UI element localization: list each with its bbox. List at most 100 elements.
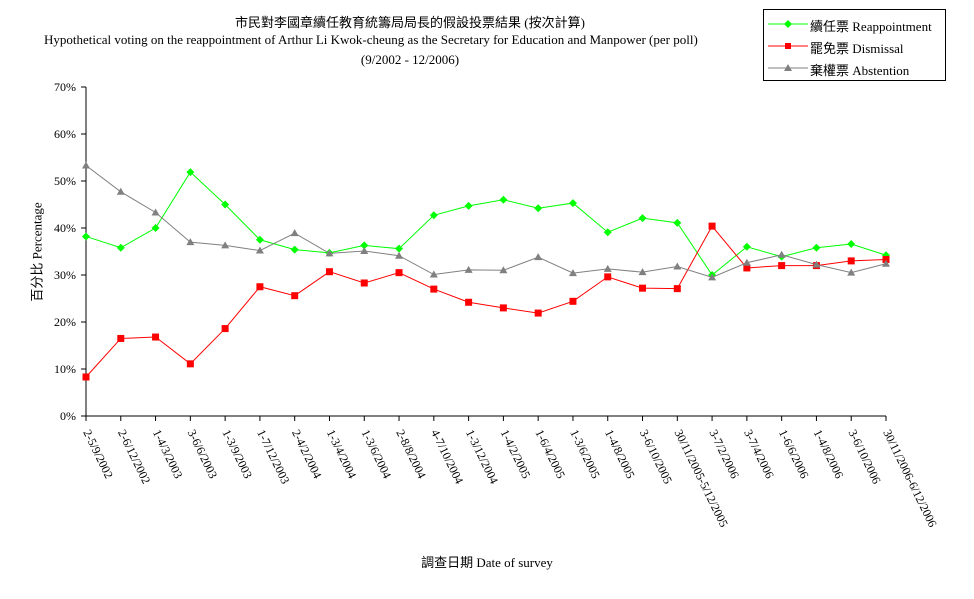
series-line-abstention [85, 165, 887, 278]
legend-label-abstention: 棄權票 Abstention [810, 63, 910, 78]
data-point-reappointment [464, 201, 473, 210]
legend-label-dismissal: 罷免票 Dismissal [810, 41, 904, 56]
legend-label-reappointment: 續任票 Reappointment [810, 19, 932, 34]
x-tick-label: 1-3/6/2005 [567, 427, 603, 480]
data-point-reappointment [360, 241, 369, 250]
chart-title-en: Hypothetical voting on the reappointment… [44, 32, 698, 47]
legend-swatch-reappointment [768, 20, 808, 28]
data-point-reappointment [429, 211, 438, 220]
data-point-reappointment [847, 239, 856, 248]
data-point-abstention [429, 270, 438, 278]
y-tick-label: 30% [54, 268, 76, 282]
legend-item-abstention: 棄權票 Abstention [764, 58, 947, 78]
y-tick-label: 20% [54, 315, 76, 329]
y-tick-label: 10% [54, 362, 76, 376]
x-tick-label: 1-3/12/2004 [463, 427, 501, 486]
data-point-abstention [325, 249, 334, 257]
data-point-reappointment [568, 199, 577, 208]
data-point-abstention [742, 258, 751, 266]
data-point-abstention [116, 187, 125, 195]
data-point-dismissal [639, 284, 647, 292]
data-point-reappointment [395, 244, 404, 253]
x-tick-label: 1-4/3/2003 [150, 427, 186, 480]
x-tick-label: 1-3/4/2004 [324, 427, 360, 480]
y-tick-label: 40% [54, 221, 76, 235]
data-point-dismissal [534, 309, 542, 317]
x-tick-label: 2-5/9/2002 [80, 427, 116, 480]
data-point-dismissal [117, 334, 125, 342]
data-point-dismissal [882, 255, 890, 263]
x-tick-label: 4-7/10/2004 [428, 427, 466, 486]
series-line-dismissal [85, 225, 887, 378]
data-point-abstention [638, 268, 647, 276]
data-point-dismissal [847, 257, 855, 265]
data-point-dismissal [604, 273, 612, 281]
data-point-dismissal [221, 325, 229, 333]
data-point-abstention [534, 253, 543, 261]
data-point-dismissal [325, 268, 333, 276]
data-point-reappointment [882, 251, 890, 260]
x-tick-label: 1-7/12/2003 [254, 427, 292, 486]
data-point-reappointment [742, 242, 751, 251]
x-tick-label: 1-4/2/2005 [498, 427, 534, 480]
data-point-abstention [82, 161, 90, 169]
x-tick-label: 2-8/8/2004 [393, 427, 429, 480]
x-tick-label: 2-6/12/2002 [115, 427, 153, 486]
data-point-abstention [464, 265, 473, 273]
x-tick-label: 3-6/10/2005 [637, 427, 675, 486]
data-point-dismissal [82, 373, 90, 381]
data-point-dismissal [708, 222, 716, 230]
data-point-reappointment [116, 243, 125, 252]
data-point-dismissal [499, 304, 507, 312]
data-point-reappointment [221, 200, 230, 209]
data-point-abstention [673, 262, 682, 270]
data-point-abstention [360, 247, 369, 255]
data-point-abstention [499, 266, 508, 274]
data-point-dismissal [291, 292, 299, 300]
x-tick-label: 1-4/8/2005 [602, 427, 638, 480]
legend-swatch-abstention [768, 64, 808, 71]
data-point-abstention [882, 259, 890, 267]
data-point-reappointment [255, 235, 264, 244]
legend-item-reappointment: 續任票 Reappointment [764, 14, 947, 34]
data-point-abstention [708, 273, 717, 281]
x-tick-label: 3-6/6/2003 [185, 427, 221, 480]
legend-swatch-dismissal [768, 43, 808, 49]
data-point-abstention [847, 268, 856, 276]
data-point-dismissal [465, 298, 473, 306]
x-tick-label: 1-3/6/2004 [359, 427, 395, 480]
data-point-reappointment [673, 218, 682, 227]
x-tick-label: 2-4/2/2004 [289, 427, 325, 480]
data-point-reappointment [290, 245, 299, 254]
y-tick-label: 0% [60, 409, 76, 423]
data-point-abstention [186, 238, 195, 246]
data-point-reappointment [82, 232, 90, 241]
data-point-reappointment [534, 204, 543, 213]
data-point-dismissal [743, 264, 751, 272]
data-point-abstention [221, 241, 230, 249]
data-point-dismissal [152, 333, 160, 341]
x-tick-label: 3-6/10/2006 [846, 427, 884, 486]
x-tick-label: 3-7/4/2006 [741, 427, 777, 480]
chart-subtitle: (9/2002 - 12/2006) [360, 52, 460, 67]
data-point-abstention [777, 250, 786, 258]
data-point-abstention [603, 264, 612, 272]
y-tick-label: 70% [54, 80, 76, 94]
chart-title-zh: 市民對李國章續任教育統籌局局長的假設投票結果 (按次計算) [235, 15, 585, 30]
x-axis-label: 調查日期 Date of survey [421, 555, 553, 570]
x-tick-label: 1-4/8/2006 [811, 427, 847, 480]
data-point-dismissal [569, 297, 577, 305]
data-point-dismissal [778, 262, 786, 270]
y-axis-label: 百分比 Percentage [29, 202, 45, 302]
data-point-reappointment [603, 228, 612, 237]
data-point-dismissal [256, 283, 264, 291]
data-point-reappointment [151, 224, 160, 232]
y-tick-label: 50% [54, 174, 76, 188]
data-point-dismissal [673, 285, 681, 293]
data-point-dismissal [186, 360, 194, 368]
data-point-abstention [812, 260, 821, 268]
data-point-dismissal [360, 279, 368, 287]
data-point-abstention [151, 208, 160, 216]
data-point-dismissal [395, 269, 403, 277]
